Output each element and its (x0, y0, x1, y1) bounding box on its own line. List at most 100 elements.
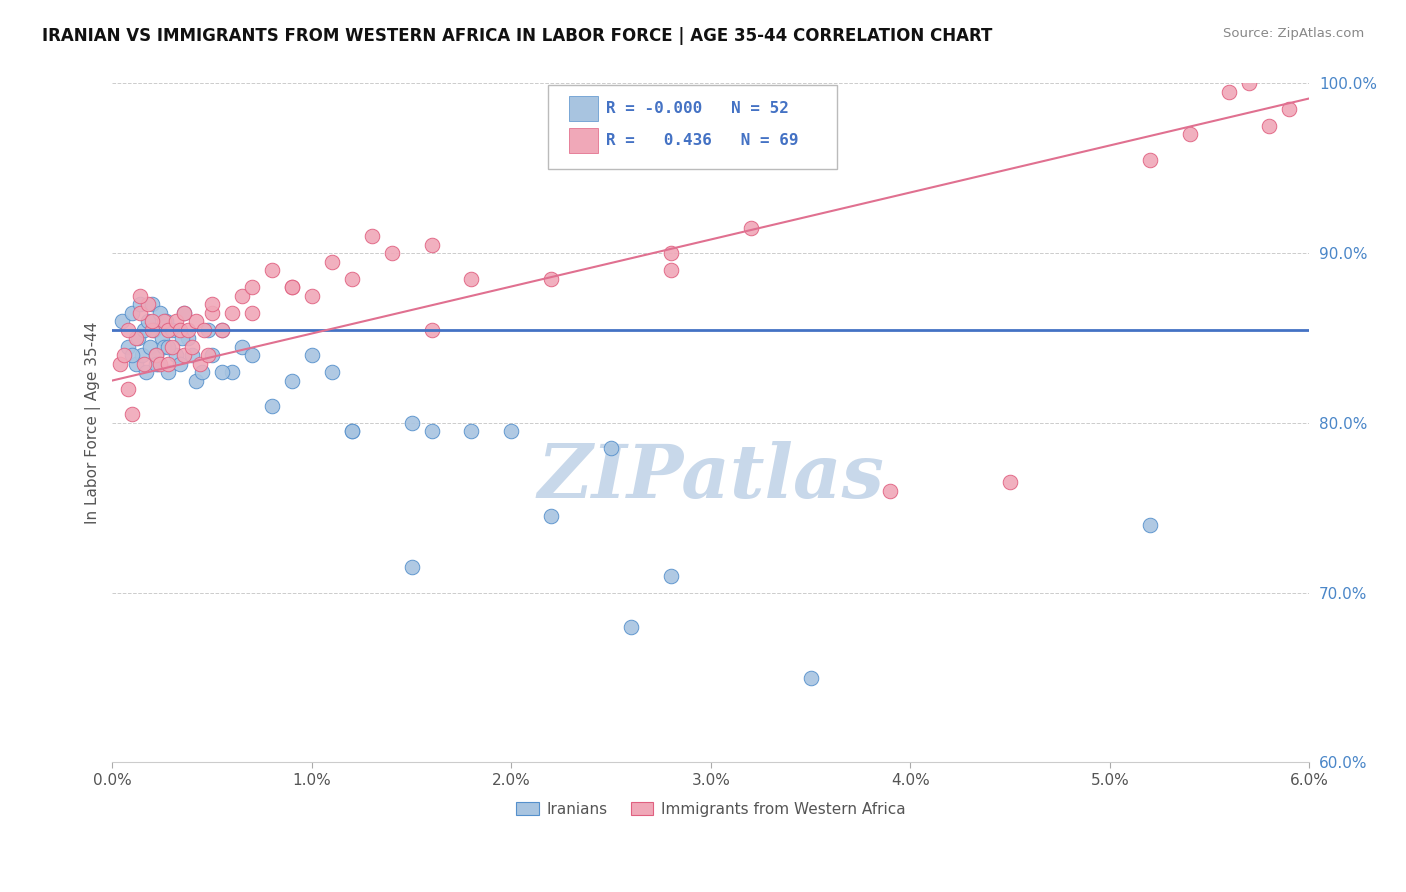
Point (1239, 77, 1261, 91)
Text: IRANIAN VS IMMIGRANTS FROM WESTERN AFRICA IN LABOR FORCE | AGE 35-44 CORRELATION: IRANIAN VS IMMIGRANTS FROM WESTERN AFRIC… (42, 27, 993, 45)
Point (148, 357, 170, 371)
Point (211, 322, 233, 336)
Point (169, 357, 191, 371)
Point (111, 314, 134, 328)
Point (659, 263, 682, 277)
Point (172, 331, 194, 345)
Point (131, 348, 153, 362)
Point (401, 416, 423, 430)
Point (879, 483, 901, 498)
Point (301, 288, 323, 302)
Point (110, 357, 132, 371)
Point (340, 425, 363, 439)
Point (281, 280, 304, 294)
Point (281, 280, 304, 294)
Point (240, 305, 263, 319)
Point (141, 314, 163, 328)
Point (153, 340, 176, 354)
Point (659, 246, 682, 260)
Point (169, 322, 191, 336)
Point (121, 348, 143, 362)
Point (141, 297, 163, 311)
Point (150, 331, 173, 345)
Point (157, 357, 180, 371)
Point (173, 348, 195, 362)
Point (540, 509, 562, 524)
Point (145, 348, 167, 362)
Point (659, 568, 682, 582)
Point (260, 263, 283, 277)
Point (143, 322, 166, 336)
Point (165, 314, 187, 328)
Point (186, 374, 208, 388)
Point (381, 246, 404, 260)
Point (1178, 128, 1201, 142)
Point (201, 305, 224, 319)
Point (240, 348, 263, 362)
Point (177, 331, 200, 345)
Point (1278, 102, 1301, 116)
Point (117, 382, 139, 396)
Point (321, 365, 343, 379)
Point (121, 305, 143, 319)
Point (201, 348, 224, 362)
Point (221, 365, 243, 379)
Text: R =   0.436   N = 69: R = 0.436 N = 69 (606, 134, 799, 148)
Point (240, 280, 263, 294)
Point (188, 357, 211, 371)
Point (998, 475, 1021, 490)
Point (129, 297, 152, 311)
Point (260, 399, 283, 413)
Point (157, 365, 180, 379)
Legend: Iranians, Immigrants from Western Africa: Iranians, Immigrants from Western Africa (510, 796, 912, 822)
Point (117, 322, 139, 336)
Point (162, 340, 184, 354)
Point (149, 305, 172, 319)
Point (401, 560, 423, 574)
Point (420, 322, 443, 336)
Point (139, 340, 162, 354)
Point (620, 620, 643, 634)
Point (162, 322, 184, 336)
Point (145, 357, 167, 371)
Point (799, 671, 821, 685)
Point (231, 288, 253, 302)
Point (340, 271, 363, 285)
Point (145, 348, 167, 362)
Point (540, 271, 562, 285)
Point (231, 340, 253, 354)
Point (181, 340, 204, 354)
Point (136, 297, 159, 311)
Point (117, 340, 139, 354)
Point (740, 220, 762, 235)
Point (141, 322, 163, 336)
Point (420, 237, 443, 252)
Point (460, 271, 482, 285)
Point (177, 322, 200, 336)
Point (600, 442, 623, 456)
Point (340, 425, 363, 439)
Point (1139, 517, 1161, 532)
Point (181, 348, 204, 362)
Point (165, 348, 187, 362)
Point (221, 305, 243, 319)
Point (420, 425, 443, 439)
Point (211, 365, 233, 379)
Point (173, 305, 195, 319)
Point (1218, 85, 1240, 99)
Point (157, 340, 180, 354)
Point (125, 357, 148, 371)
Point (134, 357, 156, 371)
Point (1317, 85, 1340, 99)
Point (501, 425, 523, 439)
Point (127, 331, 149, 345)
Point (112, 348, 135, 362)
Point (186, 314, 208, 328)
Point (321, 254, 343, 268)
Point (360, 229, 382, 244)
Point (301, 348, 323, 362)
Y-axis label: In Labor Force | Age 35-44: In Labor Force | Age 35-44 (86, 322, 101, 524)
Text: R = -0.000   N = 52: R = -0.000 N = 52 (606, 102, 789, 116)
Point (155, 314, 177, 328)
Point (1139, 153, 1161, 167)
